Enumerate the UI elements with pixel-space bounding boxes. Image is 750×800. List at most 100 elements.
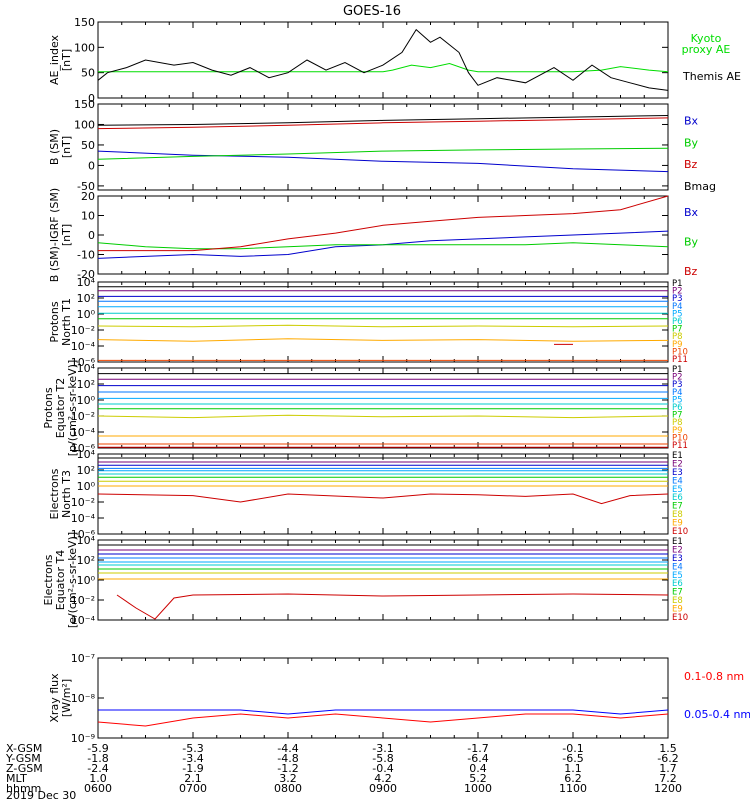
y-axis-label: [nT]: [60, 224, 73, 246]
table-cell: -3.1: [372, 742, 393, 755]
panel-frame: [97, 539, 669, 621]
series-line-e10: [116, 593, 669, 620]
y-axis-label: [p/(cm²-s-sr-keV)]: [66, 360, 79, 457]
y-tick-label: 50: [81, 67, 95, 80]
y-tick-label: 50: [81, 139, 95, 152]
table-cell: -6.5: [562, 752, 583, 765]
table-row-label: X-GSM: [6, 742, 42, 755]
legend-entry: E3: [672, 554, 683, 564]
y-tick-label: 150: [74, 16, 95, 29]
legend-entry: P2: [672, 373, 683, 383]
legend-entry: P1: [672, 279, 683, 289]
y-tick-label: 10⁻⁴: [71, 426, 96, 439]
y-axis-label: Electrons: [48, 468, 61, 519]
y-axis-label: AE_index: [48, 34, 61, 85]
y-axis-label: [e/(cm²-s-sr-keV)]: [66, 532, 79, 628]
table-cell: -4.4: [277, 742, 298, 755]
table-cell: 0700: [179, 782, 207, 795]
table-cell: 1.1: [564, 762, 582, 775]
legend-entry: Bz: [684, 265, 698, 278]
legend-entry: P7: [672, 411, 683, 421]
y-tick-label: 10⁻²: [71, 324, 95, 337]
legend-entry: Bx: [684, 206, 699, 219]
table-cell: 6.2: [564, 772, 582, 785]
y-axis-label: Protons: [42, 387, 55, 428]
table-cell: -1.9: [182, 762, 203, 775]
panel-bigrf: -20 -10 0 10 20 B (SM)-IGRF (SM) [nT] Bx By Bz: [48, 188, 699, 282]
y-tick-label: -50: [77, 180, 95, 193]
y-tick-label: 10⁻⁴: [71, 614, 96, 627]
y-tick-label: 10⁻⁶: [71, 356, 96, 369]
table-cell: -4.8: [277, 752, 298, 765]
legend-entry: P7: [672, 325, 683, 335]
table-cell: 2.1: [184, 772, 202, 785]
table-row-label: hhmm: [6, 782, 41, 795]
y-axis-label: [nT]: [60, 49, 73, 71]
legend-entry: P10: [672, 347, 688, 357]
legend-entry: P8: [672, 418, 683, 428]
table-cell: -5.9: [87, 742, 108, 755]
y-tick-label: 10²: [77, 292, 95, 305]
table-cell: -1.2: [277, 762, 298, 775]
panel-e_north: 10⁴ 10² 10⁰ 10⁻² 10⁻⁴ 10⁻⁶ Electrons North T3 E1…: [48, 448, 688, 541]
table-cell: -0.1: [562, 742, 583, 755]
legend-entry: E4: [672, 562, 683, 572]
y-tick-label: 10⁻⁸: [71, 692, 96, 705]
legend-xray: 0.05-0.4 nm: [684, 708, 750, 721]
y-tick-label: 10⁻²: [71, 410, 95, 423]
y-tick-label: 10⁻⁷: [71, 652, 95, 665]
y-tick-label: 10⁻⁴: [71, 340, 96, 353]
series-line-p8: [97, 324, 669, 328]
y-tick-label: 10⁰: [77, 574, 96, 587]
legend-xray: 0.1-0.8 nm: [684, 670, 744, 683]
table-cell: 0800: [274, 782, 302, 795]
y-tick-label: -20: [77, 268, 95, 281]
y-tick-label: 10⁻²: [71, 496, 95, 509]
table-cell: 4.2: [374, 772, 392, 785]
series-line-bz: [97, 117, 669, 130]
legend-entry: P3: [672, 380, 683, 390]
legend-entry: E3: [672, 468, 683, 478]
y-axis-label: Equator T2: [54, 378, 67, 438]
legend-entry: E10: [672, 527, 688, 537]
legend-entry: P4: [672, 302, 683, 312]
series-line-0-1-0-8-nm: [97, 713, 669, 727]
y-tick-label: 10: [81, 210, 95, 223]
legend-entry: P5: [672, 309, 683, 319]
table-cell: 1.7: [659, 762, 677, 775]
y-axis-label: North T3: [60, 470, 73, 518]
y-axis-label: Equator T4: [54, 550, 67, 610]
y-tick-label: 20: [81, 190, 95, 203]
legend-entry: E7: [672, 502, 683, 512]
y-tick-label: 10²: [77, 554, 95, 567]
y-axis-label: B (SM)-IGRF (SM): [48, 188, 61, 282]
table-cell: -1.8: [87, 752, 108, 765]
legend-entry: P1: [672, 365, 683, 375]
legend-entry: P6: [672, 317, 683, 327]
panel-frame: [97, 453, 669, 535]
legend-entry: P3: [672, 294, 683, 304]
legend-entry: E8: [672, 596, 683, 606]
series-line-p8: [97, 414, 669, 419]
legend-entry: P2: [672, 287, 683, 297]
legend-entry: By: [684, 136, 699, 149]
y-tick-label: 10⁻⁹: [71, 732, 95, 745]
y-tick-label: 10²: [77, 464, 95, 477]
legend-entry: P11: [672, 355, 688, 365]
panel-frame: [97, 21, 669, 99]
legend-kyoto-line1: Kyoto: [691, 32, 722, 45]
y-tick-label: 10⁻⁶: [71, 442, 96, 455]
table-cell: -3.4: [182, 752, 203, 765]
y-tick-label: 10⁴: [77, 362, 96, 375]
y-tick-label: 0: [88, 159, 95, 172]
table-cell: 7.2: [659, 772, 677, 785]
legend-entry: E2: [672, 545, 683, 555]
series-line-themis-ae: [97, 28, 669, 91]
legend-kyoto-line2: proxy AE: [682, 43, 731, 56]
table-cell: -1.7: [467, 742, 488, 755]
table-cell: 1000: [464, 782, 492, 795]
table-cell: -6.2: [657, 752, 678, 765]
legend-entry: By: [684, 235, 699, 248]
legend-entry: P5: [672, 395, 683, 405]
